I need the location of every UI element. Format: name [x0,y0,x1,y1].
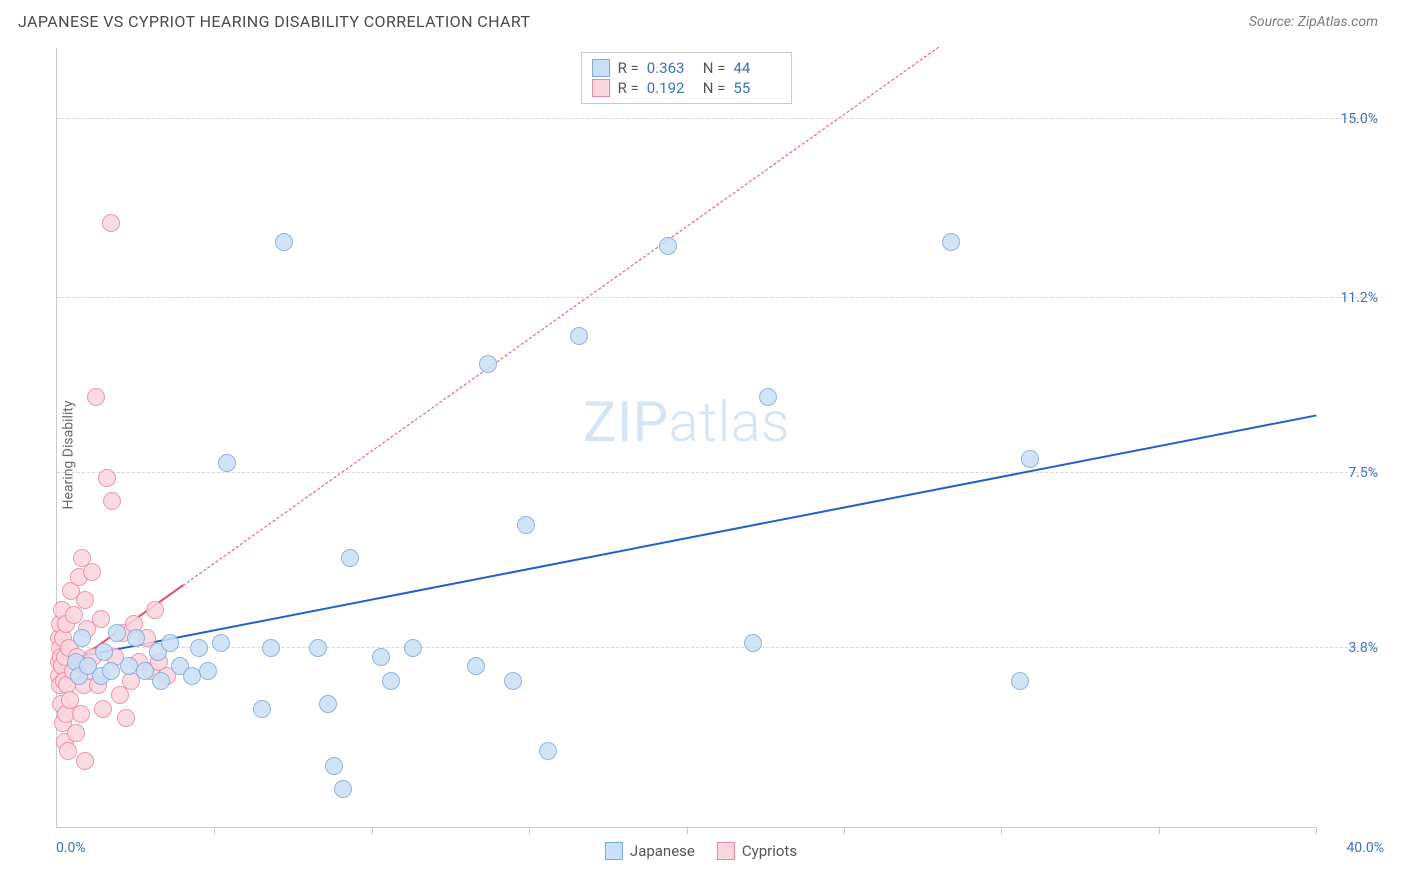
x-tick [687,827,688,834]
data-point-japanese [161,634,179,652]
data-point-cypriots [76,591,94,609]
legend-row: R = 0.192 N = 55 [592,78,782,98]
x-axis-min: 0.0% [56,840,86,856]
data-point-japanese [1021,450,1039,468]
legend-row: R = 0.363 N = 44 [592,58,782,78]
data-point-japanese [325,757,343,775]
legend-r-label: R = [618,59,639,77]
grid-line [57,297,1378,298]
data-point-japanese [744,634,762,652]
data-point-japanese [382,672,400,690]
source-credit: Source: ZipAtlas.com [1249,14,1378,30]
legend-r-label: R = [618,79,639,97]
data-point-japanese [759,388,777,406]
chart-title: JAPANESE VS CYPRIOT HEARING DISABILITY C… [18,12,530,31]
data-point-japanese [942,233,960,251]
data-point-japanese [253,700,271,718]
data-point-japanese [73,629,91,647]
legend-item: Cypriots [717,842,797,860]
data-point-japanese [275,233,293,251]
data-point-cypriots [76,752,94,770]
legend-r-value: 0.363 [647,59,695,77]
x-axis-max: 40.0% [1346,840,1384,856]
data-point-cypriots [83,563,101,581]
data-point-japanese [504,672,522,690]
legend-label: Japanese [630,842,695,860]
trend-line [183,47,939,586]
y-tick-label: 15.0% [1340,111,1378,127]
data-point-cypriots [92,610,110,628]
data-point-cypriots [94,700,112,718]
correlation-legend: R = 0.363 N = 44 R = 0.192 N = 55 [581,52,793,104]
data-point-japanese [341,549,359,567]
legend-r-value: 0.192 [647,79,695,97]
data-point-cypriots [117,709,135,727]
x-tick [1316,827,1317,834]
data-point-japanese [334,780,352,798]
data-point-japanese [127,629,145,647]
legend-item: Japanese [605,842,695,860]
grid-line [57,472,1378,473]
data-point-cypriots [59,742,77,760]
legend-n-value: 55 [733,79,781,97]
series-legend: Japanese Cypriots [605,842,797,860]
legend-n-label: N = [703,59,726,77]
plot-region: ZIPatlas R =0.363N =44R =0.192N =55 3.8%… [56,48,1316,828]
data-point-japanese [212,634,230,652]
data-point-japanese [102,662,120,680]
data-point-japanese [95,643,113,661]
data-point-japanese [309,639,327,657]
grid-line [57,118,1378,119]
data-point-cypriots [67,724,85,742]
trend-line [57,414,1316,661]
legend-n-label: N = [703,79,726,97]
data-point-cypriots [87,388,105,406]
x-tick [214,827,215,834]
data-point-cypriots [72,705,90,723]
y-tick-label: 7.5% [1348,465,1378,481]
data-point-japanese [479,355,497,373]
data-point-japanese [108,624,126,642]
data-point-japanese [539,742,557,760]
data-point-cypriots [146,601,164,619]
x-tick [372,827,373,834]
data-point-japanese [152,672,170,690]
data-point-japanese [218,454,236,472]
data-point-japanese [659,237,677,255]
grid-line [57,647,1378,648]
legend-swatch [605,842,623,860]
data-point-japanese [467,657,485,675]
data-point-cypriots [102,214,120,232]
data-point-japanese [199,662,217,680]
data-point-japanese [319,695,337,713]
legend-swatch [592,59,610,77]
y-tick-label: 11.2% [1340,290,1378,306]
data-point-japanese [190,639,208,657]
data-point-cypriots [98,469,116,487]
legend-label: Cypriots [742,842,797,860]
legend-n-value: 44 [733,59,781,77]
x-tick [1001,827,1002,834]
data-point-japanese [1011,672,1029,690]
data-point-japanese [262,639,280,657]
data-point-japanese [404,639,422,657]
x-tick [1159,827,1160,834]
x-tick [529,827,530,834]
data-point-japanese [372,648,390,666]
chart-area: Hearing Disability ZIPatlas R =0.363N =4… [18,48,1384,862]
x-tick [844,827,845,834]
data-point-japanese [570,327,588,345]
legend-swatch [592,79,610,97]
y-tick-label: 3.8% [1348,640,1378,656]
data-point-japanese [517,516,535,534]
data-point-cypriots [103,492,121,510]
legend-swatch [717,842,735,860]
